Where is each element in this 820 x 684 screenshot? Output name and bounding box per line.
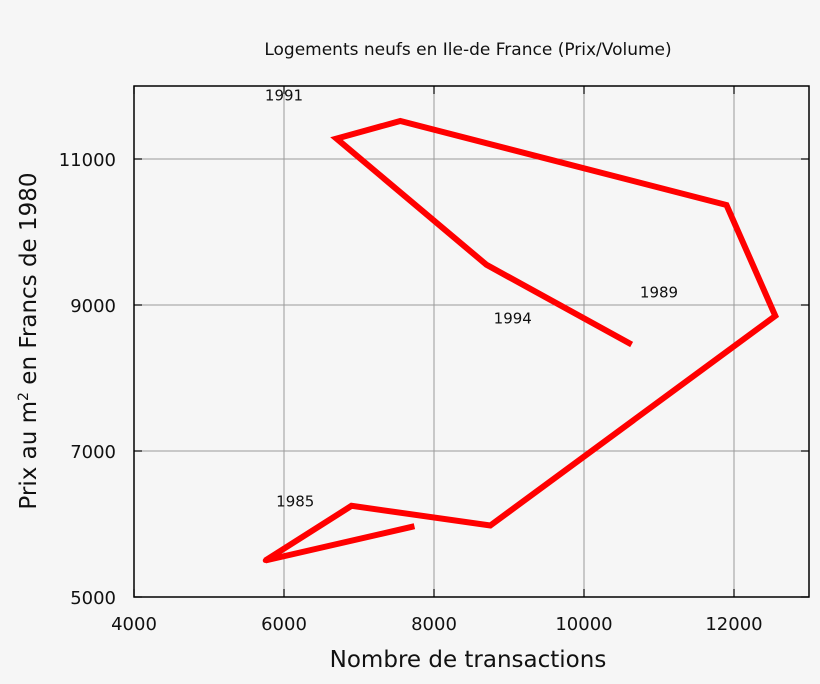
data-point: [724, 202, 729, 208]
y-tick-label: 11000: [59, 150, 116, 171]
data-point: [484, 262, 489, 268]
chart-title: Logements neufs en Ile-de France (Prix/V…: [264, 40, 671, 60]
x-tick-label: 8000: [411, 614, 457, 635]
data-point: [349, 503, 354, 509]
data-point: [772, 313, 778, 319]
y-tick-label: 7000: [70, 442, 116, 463]
data-point: [397, 118, 403, 124]
year-annotation: 1991: [265, 87, 303, 105]
x-tick-label: 12000: [705, 614, 762, 635]
plot-frame: [133, 85, 810, 598]
x-tick-label: 6000: [261, 614, 307, 635]
x-tick-label: 10000: [555, 614, 612, 635]
y-axis-label-superscript: 2: [16, 392, 32, 401]
series-layer: [262, 117, 780, 564]
x-tick-label: 4000: [111, 614, 157, 635]
y-tick-label: 9000: [70, 296, 116, 317]
year-annotation: 1989: [640, 284, 678, 302]
year-annotation: 1994: [494, 309, 532, 327]
data-point: [487, 522, 493, 528]
series-line: [263, 117, 780, 564]
data-point: [626, 340, 632, 346]
x-axis-label: Nombre de transactions: [330, 647, 607, 673]
annotation-layer: 1985 1989 1991 1994: [265, 87, 678, 511]
tick-layer: 4000 6000 8000 10000 12000 5000 7000 9000 11000: [59, 86, 809, 635]
y-axis-label: Prix au m2 en Francs de 1980: [16, 172, 42, 509]
data-point: [334, 136, 339, 142]
year-annotation: 1985: [276, 492, 314, 510]
data-point: [262, 558, 268, 563]
data-point: [409, 524, 414, 530]
y-tick-label: 5000: [70, 588, 116, 609]
